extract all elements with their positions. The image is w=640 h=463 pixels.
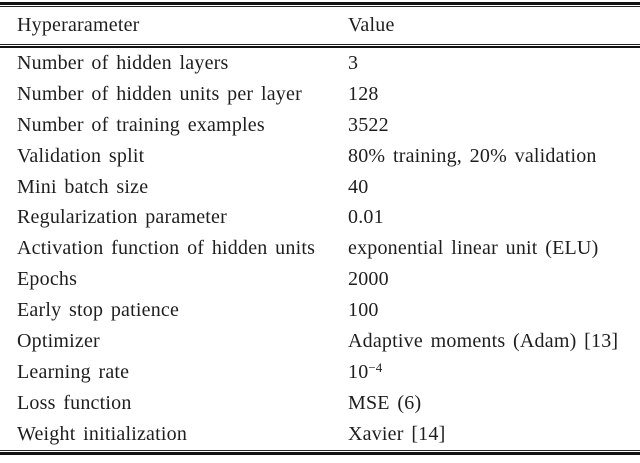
value-cell: 128	[348, 82, 379, 105]
table-row: Number of training examples 3522	[0, 110, 640, 141]
table-header-rule	[0, 44, 640, 48]
table-row: Learning rate 10−4	[0, 357, 640, 388]
param-cell: Mini batch size	[17, 175, 149, 198]
table-row: Mini batch size 40	[0, 172, 640, 203]
column-header-hyperparameter: Hyperarameter	[17, 14, 140, 36]
value-cell: MSE (6)	[348, 391, 422, 414]
table-row: Optimizer Adaptive moments (Adam) [13]	[0, 326, 640, 357]
param-cell: Activation function of hidden units	[17, 237, 316, 260]
table-row: Loss function MSE (6)	[0, 388, 640, 419]
value-cell: 80% training, 20% validation	[348, 144, 597, 167]
value-cell: Xavier [14]	[348, 422, 446, 445]
value-cell: 2000	[348, 268, 389, 291]
param-cell: Epochs	[17, 268, 78, 291]
value-cell: Adaptive moments (Adam) [13]	[348, 330, 619, 353]
table-body: Number of hidden layers 3 Number of hidd…	[0, 48, 640, 450]
learning-rate-base: 10	[348, 360, 369, 383]
param-cell: Optimizer	[17, 330, 100, 353]
param-cell: Loss function	[17, 391, 132, 414]
value-cell: 40	[348, 175, 369, 198]
table-row: Number of hidden layers 3	[0, 48, 640, 79]
value-cell: 0.01	[348, 206, 384, 229]
param-cell: Learning rate	[17, 360, 130, 383]
table-row: Epochs 2000	[0, 264, 640, 295]
value-cell-learning-rate: 10−4	[348, 357, 640, 388]
param-cell: Number of training examples	[17, 113, 265, 136]
table-row: Number of hidden units per layer 128	[0, 79, 640, 110]
param-cell: Weight initialization	[17, 422, 188, 445]
param-cell: Number of hidden units per layer	[17, 82, 302, 105]
table-bottom-rule	[0, 449, 640, 455]
value-cell: exponential linear unit (ELU)	[348, 237, 599, 260]
value-cell: 3	[348, 52, 359, 74]
hyperparameter-table: Hyperarameter Value Number of hidden lay…	[0, 2, 640, 455]
table-header-row: Hyperarameter Value	[0, 7, 640, 44]
table-row: Validation split 80% training, 20% valid…	[0, 141, 640, 172]
table-top-rule	[0, 2, 640, 7]
value-cell: 100	[348, 299, 379, 322]
param-cell: Regularization parameter	[17, 206, 227, 229]
param-cell: Validation split	[17, 144, 145, 167]
table-row: Weight initialization Xavier [14]	[0, 419, 640, 450]
param-cell: Number of hidden layers	[17, 52, 229, 74]
column-header-value: Value	[348, 14, 395, 36]
value-cell: 3522	[348, 113, 389, 136]
learning-rate-exponent: −4	[368, 359, 383, 375]
param-cell: Early stop patience	[17, 299, 180, 322]
table-row: Activation function of hidden units expo…	[0, 233, 640, 264]
table-row: Regularization parameter 0.01	[0, 202, 640, 233]
table-row: Early stop patience 100	[0, 295, 640, 326]
